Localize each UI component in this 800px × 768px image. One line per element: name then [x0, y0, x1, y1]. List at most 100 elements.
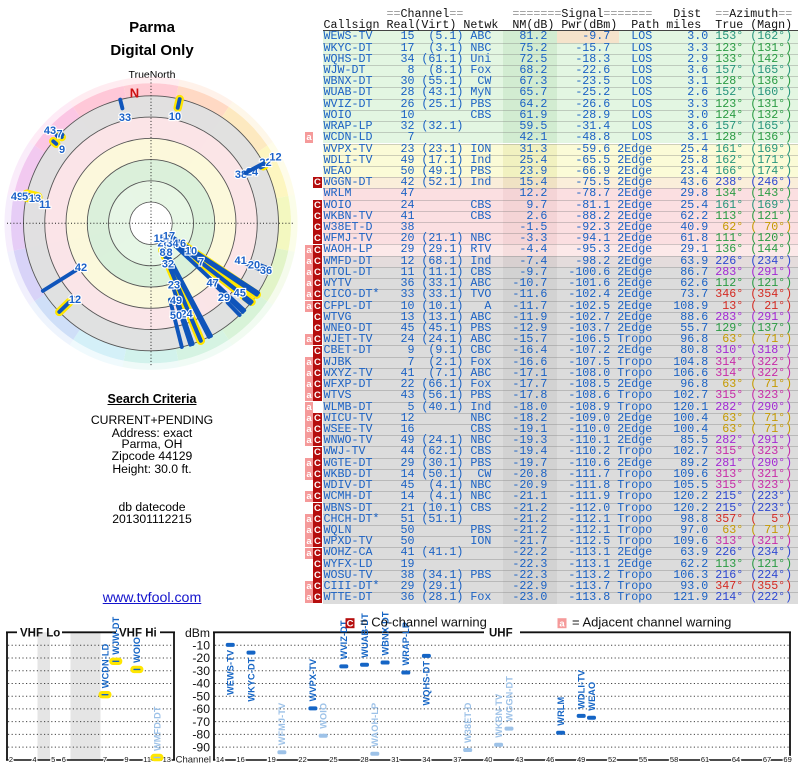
- svg-text:26: 26: [157, 237, 169, 249]
- svg-text:5: 5: [51, 755, 55, 764]
- svg-text:WEWS-TV: WEWS-TV: [226, 649, 236, 695]
- svg-text:7: 7: [56, 128, 62, 140]
- svg-text:20: 20: [248, 259, 260, 271]
- svg-text:WKBN-TV: WKBN-TV: [494, 693, 504, 738]
- svg-text:C: C: [347, 618, 354, 629]
- svg-text:49: 49: [11, 191, 23, 203]
- svg-text:-40: -40: [192, 677, 210, 691]
- svg-text:UHF: UHF: [489, 628, 513, 640]
- svg-text:-90: -90: [192, 740, 210, 754]
- svg-text:WOIO: WOIO: [319, 703, 329, 729]
- svg-text:13: 13: [163, 755, 171, 764]
- svg-text:= Adjacent channel warning: = Adjacent channel warning: [572, 615, 731, 630]
- svg-text:4: 4: [32, 755, 36, 764]
- svg-text:-20: -20: [192, 651, 210, 665]
- svg-text:12: 12: [69, 294, 81, 306]
- svg-text:7: 7: [103, 755, 107, 764]
- svg-text:25: 25: [329, 755, 337, 764]
- svg-text:2: 2: [9, 755, 13, 764]
- svg-text:WFMJ-TV: WFMJ-TV: [277, 702, 287, 745]
- svg-text:22: 22: [298, 755, 306, 764]
- svg-text:58: 58: [670, 755, 678, 764]
- svg-text:WUAB-DT: WUAB-DT: [360, 613, 370, 658]
- svg-text:40: 40: [484, 755, 492, 764]
- svg-text:24: 24: [180, 308, 193, 320]
- svg-text:WAOH-LP: WAOH-LP: [370, 703, 380, 747]
- svg-text:11: 11: [143, 755, 151, 764]
- svg-text:52: 52: [608, 755, 616, 764]
- svg-text:8: 8: [159, 247, 165, 259]
- svg-text:WEAO: WEAO: [587, 682, 597, 711]
- svg-text:36: 36: [260, 265, 272, 277]
- svg-text:-50: -50: [192, 689, 210, 703]
- svg-text:VHF Lo: VHF Lo: [20, 628, 60, 640]
- svg-text:42: 42: [75, 262, 87, 274]
- svg-text:8: 8: [166, 247, 172, 259]
- svg-text:7: 7: [198, 256, 204, 268]
- svg-text:WKYC-DT: WKYC-DT: [246, 657, 256, 701]
- svg-text:6: 6: [62, 755, 66, 764]
- svg-text:WRAP-LP: WRAP-LP: [401, 622, 411, 666]
- svg-text:WBNX-DT: WBNX-DT: [380, 611, 390, 655]
- svg-text:41: 41: [234, 255, 246, 267]
- svg-text:= Co-channel warning: = Co-channel warning: [360, 615, 487, 630]
- svg-text:WQHS-DT: WQHS-DT: [422, 661, 432, 706]
- svg-text:33: 33: [119, 112, 131, 124]
- svg-text:a: a: [559, 618, 565, 629]
- svg-text:64: 64: [732, 755, 740, 764]
- svg-text:34: 34: [166, 238, 179, 250]
- svg-text:-60: -60: [192, 702, 210, 716]
- svg-text:WRLM: WRLM: [556, 696, 566, 725]
- svg-text:14: 14: [216, 755, 224, 764]
- svg-text:69: 69: [783, 755, 791, 764]
- svg-text:61: 61: [701, 755, 709, 764]
- svg-text:34: 34: [422, 755, 430, 764]
- svg-text:43: 43: [44, 125, 56, 137]
- svg-text:W38ET-D: W38ET-D: [463, 702, 473, 743]
- svg-text:5: 5: [22, 191, 28, 203]
- svg-text:49: 49: [170, 295, 182, 307]
- svg-text:WVIZ-DT: WVIZ-DT: [339, 620, 349, 659]
- svg-text:50: 50: [170, 310, 182, 322]
- svg-text:43: 43: [515, 755, 523, 764]
- svg-text:WGGN-DT: WGGN-DT: [504, 676, 514, 722]
- svg-text:49: 49: [577, 755, 585, 764]
- svg-text:45: 45: [234, 287, 246, 299]
- svg-text:WCDN-LD: WCDN-LD: [100, 643, 110, 688]
- svg-text:12: 12: [269, 151, 281, 163]
- svg-text:19: 19: [267, 755, 275, 764]
- svg-text:13: 13: [29, 193, 41, 205]
- svg-text:16: 16: [236, 755, 244, 764]
- svg-text:WOIO: WOIO: [132, 637, 142, 663]
- svg-text:-30: -30: [192, 664, 210, 678]
- svg-text:WJW-DT: WJW-DT: [111, 616, 121, 654]
- svg-text:-10: -10: [192, 639, 210, 653]
- svg-text:29: 29: [218, 292, 230, 304]
- svg-text:55: 55: [639, 755, 647, 764]
- svg-text:15: 15: [154, 233, 166, 245]
- svg-text:-80: -80: [192, 728, 210, 742]
- svg-text:47: 47: [206, 277, 218, 289]
- svg-text:Channel: Channel: [176, 755, 211, 766]
- svg-text:11: 11: [39, 199, 51, 211]
- svg-text:N: N: [130, 86, 139, 101]
- svg-text:WDLI-TV: WDLI-TV: [577, 669, 587, 709]
- svg-text:31: 31: [391, 755, 399, 764]
- svg-text:23: 23: [168, 280, 180, 292]
- svg-text:10: 10: [169, 111, 181, 123]
- svg-text:46: 46: [546, 755, 554, 764]
- svg-text:-70: -70: [192, 715, 210, 729]
- svg-text:32: 32: [162, 259, 174, 271]
- svg-text:37: 37: [453, 755, 461, 764]
- svg-text:WVPX-TV: WVPX-TV: [308, 658, 318, 701]
- svg-text:9: 9: [124, 755, 128, 764]
- svg-text:WMFD-DT: WMFD-DT: [152, 706, 162, 751]
- svg-text:67: 67: [763, 755, 771, 764]
- svg-text:10: 10: [185, 245, 197, 257]
- svg-text:9: 9: [59, 144, 65, 156]
- svg-text:6: 6: [180, 238, 186, 250]
- svg-text:17: 17: [163, 231, 175, 243]
- svg-text:28: 28: [360, 755, 368, 764]
- svg-text:dBm: dBm: [185, 626, 210, 640]
- svg-text:VHF Hi: VHF Hi: [119, 628, 157, 640]
